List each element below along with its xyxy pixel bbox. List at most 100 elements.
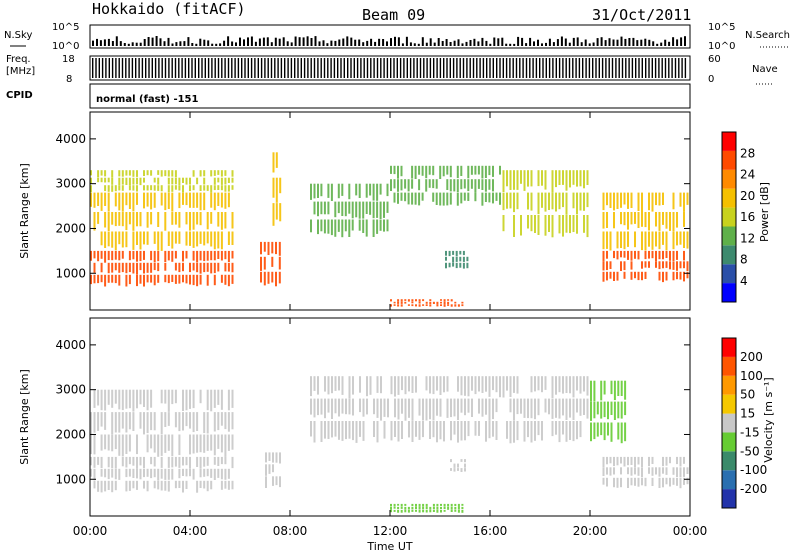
- vel-marks-cell: [616, 477, 619, 488]
- freq-bar: [396, 58, 398, 78]
- freq-bar: [105, 58, 107, 78]
- vel-marks-cell: [641, 467, 643, 478]
- vel-marks-cell: [394, 376, 396, 397]
- noise-bar: [548, 38, 551, 46]
- power-marks-cell: [516, 170, 519, 190]
- vel-marks-cell: [182, 412, 184, 431]
- vel-marks-cell: [100, 468, 103, 477]
- power-marks-cell: [616, 271, 619, 281]
- power-marks-cell: [114, 262, 117, 271]
- colorbar-swatch: [722, 470, 736, 490]
- power-marks-cell: [506, 192, 508, 209]
- vel-marks-cell: [590, 380, 592, 402]
- power-marks-cell: [199, 192, 202, 211]
- vel-marks-cell: [457, 463, 459, 468]
- power-marks-cell: [440, 301, 442, 304]
- vel-marks-cell: [516, 376, 519, 394]
- power-marks-cell: [317, 201, 319, 217]
- vel-marks-cell: [534, 398, 536, 420]
- vel-marks-cell: [143, 389, 145, 407]
- power-marks-cell: [146, 170, 149, 176]
- noise-bar: [378, 38, 381, 46]
- vel-marks-cell: [224, 434, 227, 457]
- power-marks-cell: [418, 165, 421, 175]
- power-marks-cell: [602, 261, 605, 271]
- power-marks-cell: [330, 183, 333, 201]
- vel-marks-cell: [576, 421, 578, 440]
- freq-bar: [111, 58, 114, 78]
- power-marks-cell: [139, 212, 142, 227]
- power-marks-cell: [606, 192, 608, 206]
- noise-bar: [437, 38, 440, 46]
- power-marks-cell: [513, 215, 515, 237]
- power-marks-cell: [104, 177, 107, 183]
- freq-bar: [191, 58, 193, 78]
- power-marks-cell: [527, 170, 529, 187]
- noise-bar: [445, 39, 448, 46]
- power-marks-cell: [97, 192, 100, 206]
- power-marks-cell: [206, 250, 209, 261]
- freq-bar: [608, 58, 610, 78]
- power-marks-cell: [136, 177, 138, 185]
- power-marks-cell: [432, 165, 435, 176]
- vel-marks-cell: [121, 389, 124, 411]
- vel-marks-cell: [404, 398, 407, 421]
- vel-marks-cell: [672, 467, 675, 475]
- power-marks-cell: [620, 261, 622, 271]
- freq-bar: [247, 58, 249, 78]
- power-marks-cell: [107, 274, 110, 283]
- power-marks-cell: [121, 262, 124, 273]
- vel-marks-cell: [672, 477, 675, 485]
- vel-marks-cell: [334, 376, 337, 391]
- vel-marks-cell: [136, 468, 138, 479]
- freq-bar: [512, 58, 514, 78]
- vel-marks-cell: [136, 389, 138, 409]
- noise-bar: [163, 41, 166, 46]
- vel-marks-cell: [616, 456, 619, 466]
- vel-marks-cell: [393, 506, 396, 509]
- freq-bar: [443, 58, 445, 78]
- power-marks-cell: [474, 192, 477, 202]
- freq-bar: [323, 58, 326, 78]
- freq-bar: [214, 58, 216, 78]
- noise-bar: [676, 39, 679, 46]
- power-marks-cell: [118, 262, 121, 273]
- noise-bar: [207, 40, 210, 46]
- noise-bar: [513, 43, 516, 46]
- vel-marks-cell: [128, 412, 131, 430]
- noise-bar: [564, 38, 567, 46]
- power-marks-cell: [157, 212, 160, 227]
- vel-marks-cell: [125, 468, 128, 478]
- vel-marks-cell: [206, 412, 209, 434]
- power-marks-cell: [125, 177, 128, 185]
- power-marks-cell: [192, 231, 195, 248]
- vel-marks-cell: [160, 456, 163, 468]
- power-marks-cell: [178, 231, 181, 244]
- nsearch-label: N.Search: [745, 30, 790, 41]
- freq-bar: [234, 58, 236, 78]
- noise-bar: [290, 42, 293, 46]
- vel-marks-cell: [121, 434, 124, 457]
- power-marks-cell: [90, 192, 92, 207]
- vel-marks-cell: [178, 480, 181, 488]
- vel-marks-cell: [583, 376, 585, 392]
- vel-marks-cell: [178, 412, 181, 432]
- power-marks-cell: [128, 250, 131, 261]
- freq-bar: [280, 58, 283, 78]
- power-marks-cell: [569, 215, 571, 234]
- freq-bar: [486, 58, 488, 78]
- power-marks-cell: [634, 231, 636, 248]
- vel-marks-cell: [411, 421, 414, 442]
- colorbar-swatch: [722, 489, 736, 508]
- power-marks-cell: [224, 177, 227, 185]
- power-marks-cell: [203, 185, 206, 191]
- freq-bar: [595, 58, 597, 78]
- vel-marks-cell: [206, 434, 209, 451]
- power-marks-cell: [459, 250, 462, 255]
- vel-marks-cell: [128, 389, 131, 409]
- vel-marks-cell: [199, 480, 202, 488]
- vel-marks-cell: [679, 467, 682, 478]
- power-marks-cell: [644, 271, 647, 279]
- colorbar-swatch: [722, 226, 736, 246]
